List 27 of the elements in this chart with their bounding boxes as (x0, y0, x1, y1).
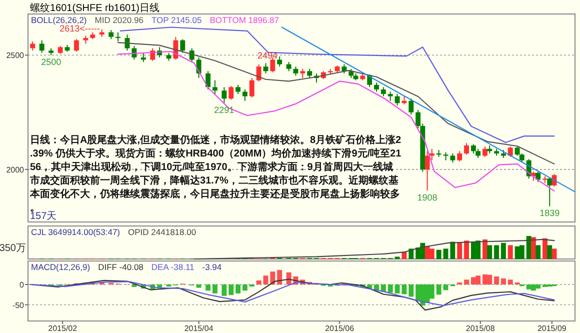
annotation: 2291 (214, 104, 234, 115)
annotation: 157天 (30, 211, 57, 222)
y-tick-label: 2000 (6, 165, 25, 174)
chart-title: 螺纹1601(SHFE rb1601)日线 (30, 2, 160, 14)
y-tick-label: 0 (20, 280, 25, 290)
annotation: 2494 (258, 50, 278, 61)
y-tick-label: 2500 (6, 51, 25, 60)
x-tick-label: 2015/08 (466, 324, 496, 333)
annotation: 2500 (41, 57, 62, 68)
legend-title: BOLL(26,26,2) (31, 15, 87, 25)
y-tick-label: -50 (12, 300, 25, 310)
text: OPID 2441818.00 (128, 227, 196, 237)
series-label: -3.94 (202, 262, 222, 272)
x-tick-label: 2015/06 (325, 324, 355, 333)
text: BOTTOM 1896.87 (210, 15, 280, 25)
text: MID 2020.96 (94, 15, 144, 25)
series-label: DEA -38.11 (151, 262, 195, 272)
x-tick-label: 2015/04 (184, 324, 214, 333)
annotation: 1839 (540, 208, 560, 218)
text: 350万 (0, 243, 26, 254)
text: CJL 3649914.00(53:47) (31, 227, 120, 237)
series-label: TOP 2145.05 (151, 15, 202, 25)
legend-title: MACD(12,26,9) (31, 262, 90, 272)
x-tick-label: 2015/09 (537, 324, 567, 333)
series-label: DIFF -40.08 (98, 262, 144, 272)
annotation: 1908 (417, 192, 438, 202)
x-tick-label: 2015/02 (48, 324, 78, 333)
